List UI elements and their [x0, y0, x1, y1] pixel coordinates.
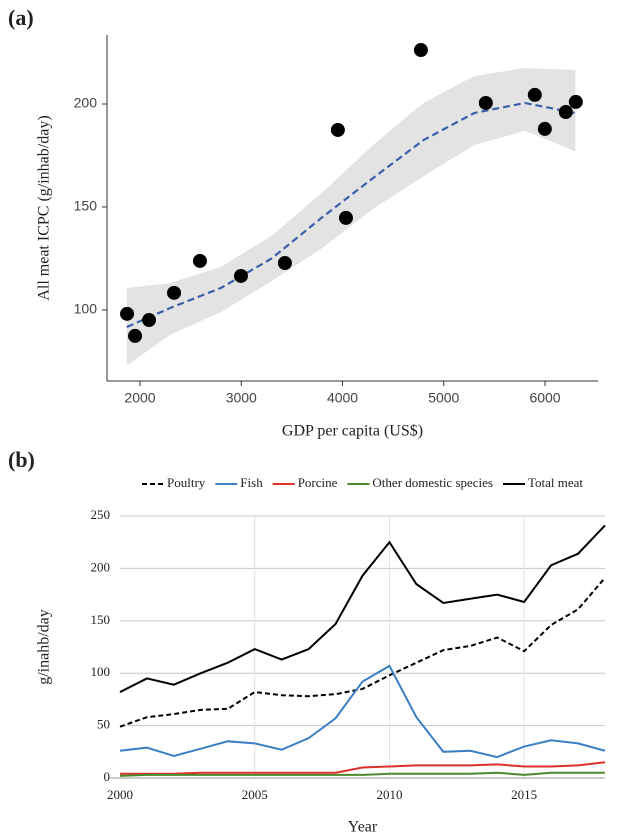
- y-tick-label: 200: [74, 95, 98, 111]
- y-tick-label: 50: [97, 717, 110, 732]
- point: [167, 285, 182, 300]
- point: [413, 43, 428, 58]
- x-tick-label: 2005: [242, 787, 268, 802]
- legend-label: Total meat: [528, 475, 583, 490]
- y-tick-label: 150: [74, 198, 98, 214]
- y-tick-label: 250: [91, 507, 111, 522]
- panel-label: (b): [8, 447, 35, 472]
- x-tick-label: 2000: [107, 787, 133, 802]
- x-tick-label: 3000: [226, 390, 257, 406]
- y-axis-title: All meat ICPC (g/inhab/day): [36, 115, 53, 300]
- point: [330, 122, 345, 137]
- x-tick-label: 4000: [327, 390, 358, 406]
- point: [233, 268, 248, 283]
- point: [527, 87, 542, 102]
- point: [478, 95, 493, 110]
- y-tick-label: 100: [74, 301, 98, 317]
- series-line: [119, 771, 605, 777]
- x-tick-label: 5000: [428, 390, 459, 406]
- point: [277, 255, 292, 270]
- x-axis-title: Year: [348, 819, 378, 836]
- point: [142, 313, 157, 328]
- point: [128, 328, 143, 343]
- y-tick-label: 100: [91, 664, 111, 679]
- series-line: [119, 664, 606, 759]
- x-tick-label: 2015: [511, 787, 537, 802]
- panel-label: (a): [8, 5, 34, 30]
- y-tick-label: 0: [104, 769, 111, 784]
- point: [537, 121, 552, 136]
- x-tick-label: 6000: [529, 390, 560, 406]
- y-axis-title: g/inahb/day: [36, 609, 53, 685]
- point: [338, 210, 353, 225]
- y-tick-label: 200: [91, 559, 111, 574]
- series-line: [119, 524, 606, 693]
- x-tick-label: 2000: [124, 390, 155, 406]
- legend-label: Poultry: [167, 475, 206, 490]
- x-tick-label: 2010: [376, 787, 402, 802]
- series-line: [119, 577, 606, 728]
- point: [192, 253, 207, 268]
- fit-line: [126, 101, 576, 329]
- series-line: [120, 761, 606, 775]
- x-axis-title: GDP per capita (US$): [282, 423, 423, 440]
- legend-label: Porcine: [298, 475, 338, 490]
- legend-label: Fish: [240, 475, 263, 490]
- y-tick-label: 150: [91, 612, 111, 627]
- point: [120, 306, 135, 321]
- point: [568, 94, 583, 109]
- point: [558, 105, 573, 120]
- legend-label: Other domestic species: [372, 475, 493, 490]
